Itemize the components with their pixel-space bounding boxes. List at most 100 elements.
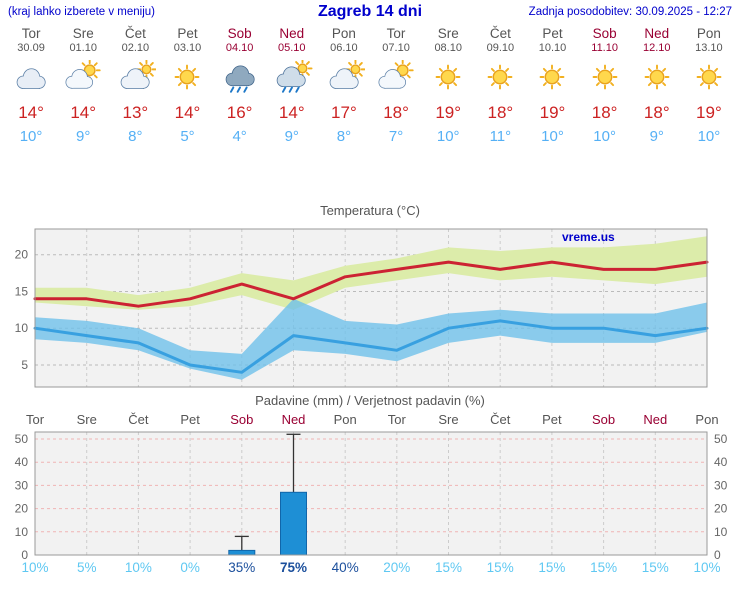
day-name: Ned <box>644 26 670 41</box>
day-low-temp: 9° <box>284 128 299 145</box>
precip-probability: 20% <box>383 560 410 575</box>
precip-bar <box>228 549 256 556</box>
day-column[interactable]: Čet 09.10 18° 11° <box>474 26 526 145</box>
mostly-cloudy-icon <box>109 59 161 96</box>
day-name: Čet <box>124 26 146 41</box>
day-name: Tor <box>386 26 406 41</box>
temp-y-tick-label: 15 <box>15 285 29 299</box>
day-date: 11.10 <box>591 42 618 54</box>
precip-probability: 15% <box>642 560 669 575</box>
header: (kraj lahko izberete v meniju) Zagreb 14… <box>0 0 740 20</box>
day-name: Pon <box>331 26 356 41</box>
day-date: 05.10 <box>278 42 306 54</box>
day-low-temp: 10° <box>436 128 460 145</box>
precip-y-tick-label-right: 50 <box>714 432 728 446</box>
day-column[interactable]: Pon 06.10 17° 8° <box>318 26 370 145</box>
day-name: Sre <box>72 26 94 41</box>
day-column[interactable]: Sob 04.10 16° 4° <box>214 26 266 145</box>
day-column[interactable]: Ned 12.10 18° 9° <box>631 26 683 145</box>
day-high-temp: 18° <box>591 103 618 122</box>
day-column[interactable]: Sre 01.10 14° 9° <box>57 26 109 145</box>
day-high-temp: 17° <box>331 103 357 122</box>
precip-probability: 75% <box>280 560 307 575</box>
precip-probability: 15% <box>435 560 462 575</box>
precip-day-label: Pet <box>180 412 200 427</box>
precip-day-label: Sob <box>592 412 615 427</box>
day-column[interactable]: Tor 30.09 14° 10° <box>5 26 57 145</box>
day-low-temp: 9° <box>76 128 91 145</box>
day-high-temp: 19° <box>696 103 722 122</box>
partly-cloudy-icon <box>57 59 109 96</box>
day-name: Pet <box>177 26 198 41</box>
precip-probability: 35% <box>228 560 255 575</box>
day-low-temp: 11° <box>489 128 512 145</box>
day-name: Sob <box>592 26 617 41</box>
day-high-temp: 18° <box>643 103 670 122</box>
precip-day-label: Pon <box>334 412 357 427</box>
temperature-chart-block: Temperatura (°C) 5 10 15 20 vreme.us <box>0 203 740 393</box>
day-column[interactable]: Ned 05.10 14° 9° <box>266 26 318 145</box>
day-date: 03.10 <box>173 42 202 54</box>
precip-probability: 5% <box>77 560 97 575</box>
precip-y-tick-label-right: 40 <box>714 455 728 469</box>
page-title: Zagreb 14 dni <box>317 3 423 20</box>
last-update: Zadnja posodobitev: 30.09.2025 - 12:27 <box>528 6 732 18</box>
rain-icon <box>214 60 266 96</box>
day-column[interactable]: Pet 03.10 14° 5° <box>161 26 213 145</box>
day-column[interactable]: Pon 13.10 19° 10° <box>683 26 735 145</box>
day-column[interactable]: Tor 07.10 18° 7° <box>370 26 422 145</box>
day-date: 30.09 <box>17 42 45 54</box>
precip-y-tick-label-left: 10 <box>15 525 29 539</box>
cloudy-icon <box>5 60 57 96</box>
precip-probability: 15% <box>538 560 565 575</box>
day-column[interactable]: Sob 11.10 18° 10° <box>579 26 631 145</box>
precip-y-tick-label-right: 30 <box>714 478 728 492</box>
day-column[interactable]: Čet 02.10 13° 8° <box>109 26 161 145</box>
precip-y-tick-label-right: 0 <box>714 548 721 562</box>
day-name: Sob <box>227 26 252 41</box>
precip-day-label: Ned <box>282 412 306 427</box>
precip-probability: 40% <box>332 560 359 575</box>
precip-probability: 10% <box>21 560 48 575</box>
day-date: 07.10 <box>382 42 410 54</box>
day-date: 04.10 <box>225 42 254 54</box>
day-high-temp: 19° <box>539 103 566 122</box>
precip-day-label: Sob <box>230 412 253 427</box>
precip-probability: 0% <box>180 560 200 575</box>
day-low-temp: 10° <box>697 128 721 145</box>
precip-day-label: Čet <box>128 412 149 427</box>
day-low-temp: 8° <box>128 128 143 145</box>
sunny-icon <box>161 60 213 96</box>
precip-day-label: Tor <box>26 412 45 427</box>
precip-y-tick-label-left: 30 <box>15 478 29 492</box>
day-column[interactable]: Sre 08.10 19° 10° <box>422 26 474 145</box>
temp-y-tick-label: 5 <box>21 358 28 372</box>
sunny-icon <box>683 60 735 96</box>
precip-probability: 15% <box>487 560 514 575</box>
day-date: 13.10 <box>695 42 723 54</box>
temp-y-tick-label: 20 <box>15 248 29 262</box>
day-date: 12.10 <box>643 42 671 54</box>
day-low-temp: 9° <box>649 128 664 145</box>
precip-day-label: Sre <box>438 412 458 427</box>
day-low-temp: 5° <box>180 128 195 145</box>
showers-icon <box>266 58 318 96</box>
day-name: Pet <box>542 26 563 41</box>
day-low-temp: 8° <box>336 128 352 145</box>
day-high-temp: 14° <box>70 103 97 122</box>
precip-probability: 10% <box>693 560 720 575</box>
precip-day-label: Pet <box>542 412 562 427</box>
precip-y-tick-label-right: 20 <box>714 502 728 516</box>
partly-cloudy-icon <box>370 59 422 96</box>
day-name: Ned <box>279 26 305 41</box>
precip-y-tick-label-right: 10 <box>714 525 728 539</box>
day-column[interactable]: Pet 10.10 19° 10° <box>526 26 578 145</box>
min-range-band <box>35 298 707 380</box>
precip-probability: 15% <box>590 560 617 575</box>
day-name: Sre <box>437 26 459 41</box>
day-high-temp: 14° <box>278 103 305 122</box>
day-low-temp: 10° <box>19 128 43 145</box>
precip-bar <box>280 491 307 556</box>
sunny-icon <box>579 60 631 96</box>
